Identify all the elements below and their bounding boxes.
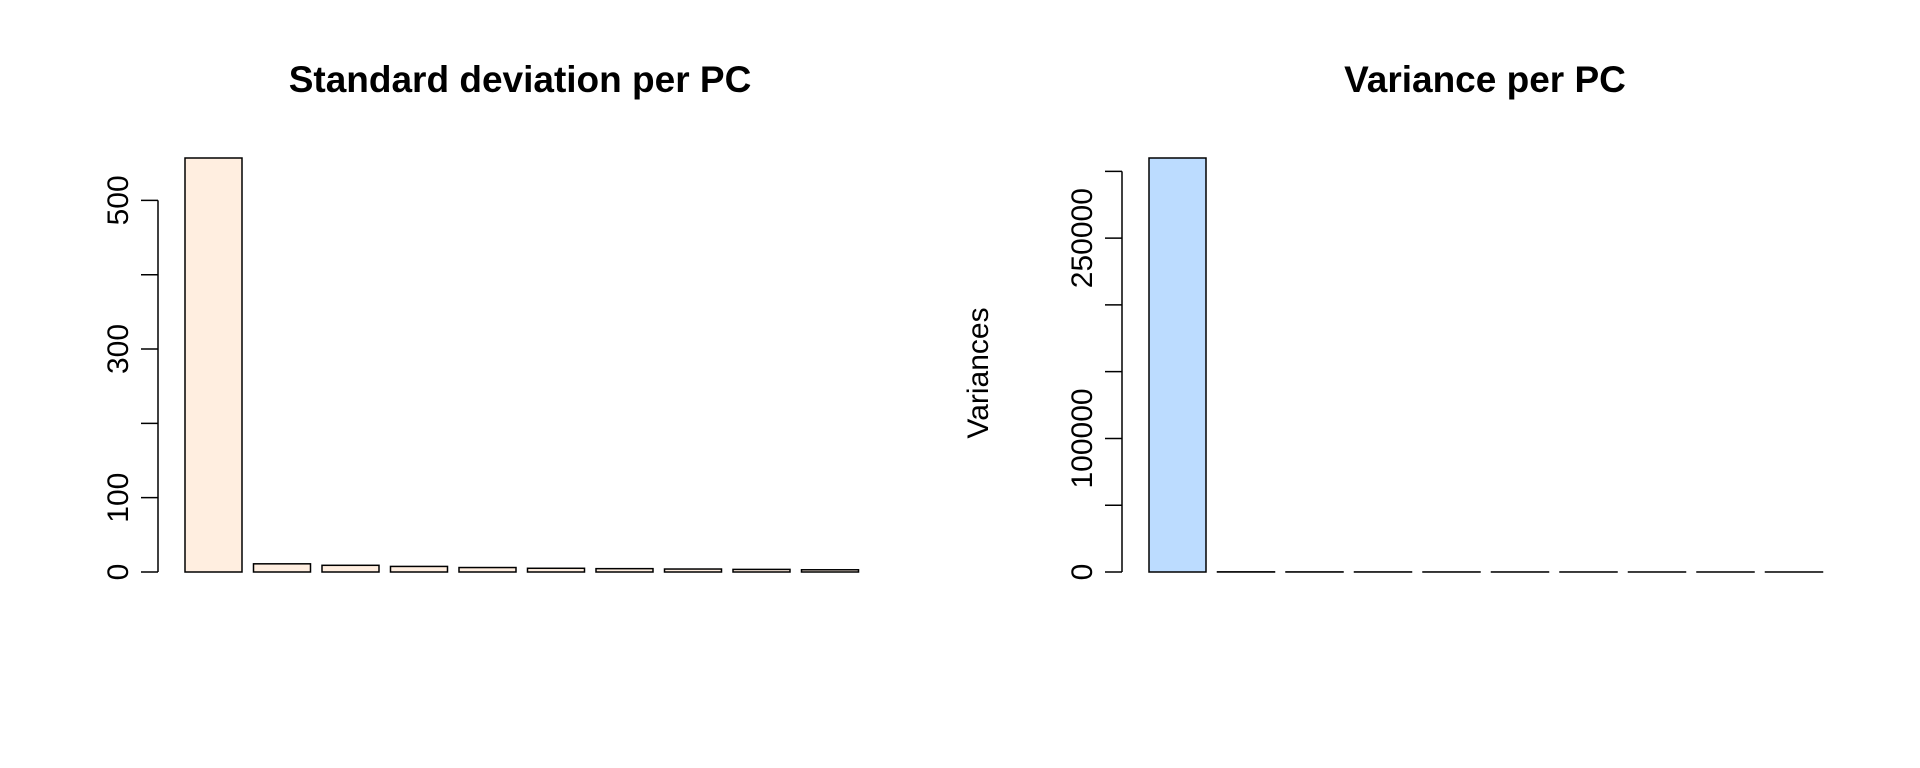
chart-panel-standard-deviation: Standard deviation per PC 0 100 300 500 (102, 59, 860, 581)
bar (663, 568, 723, 573)
y-tick-label: 0 (102, 564, 135, 581)
bar (184, 157, 243, 573)
bar (458, 566, 517, 573)
bar (1148, 157, 1207, 573)
y-axis-label: Variances (962, 307, 995, 438)
y-tick-label: 0 (1066, 564, 1099, 581)
bar (321, 564, 380, 573)
y-tick-label: 100 (102, 473, 135, 523)
chart-panel-variance: Variance per PC Variances 0 100000 250000 (962, 59, 1824, 581)
y-tick-label: 250000 (1066, 188, 1099, 288)
bar (800, 569, 860, 573)
y-tick-label: 100000 (1066, 388, 1099, 488)
chart-title: Variance per PC (1344, 59, 1626, 100)
bar (389, 565, 449, 573)
y-tick-label: 500 (102, 175, 135, 225)
chart-title: Standard deviation per PC (289, 59, 752, 100)
bar (252, 563, 312, 573)
bar (595, 567, 654, 573)
bar (526, 567, 586, 573)
bar (732, 568, 791, 573)
y-tick-label: 300 (102, 324, 135, 374)
